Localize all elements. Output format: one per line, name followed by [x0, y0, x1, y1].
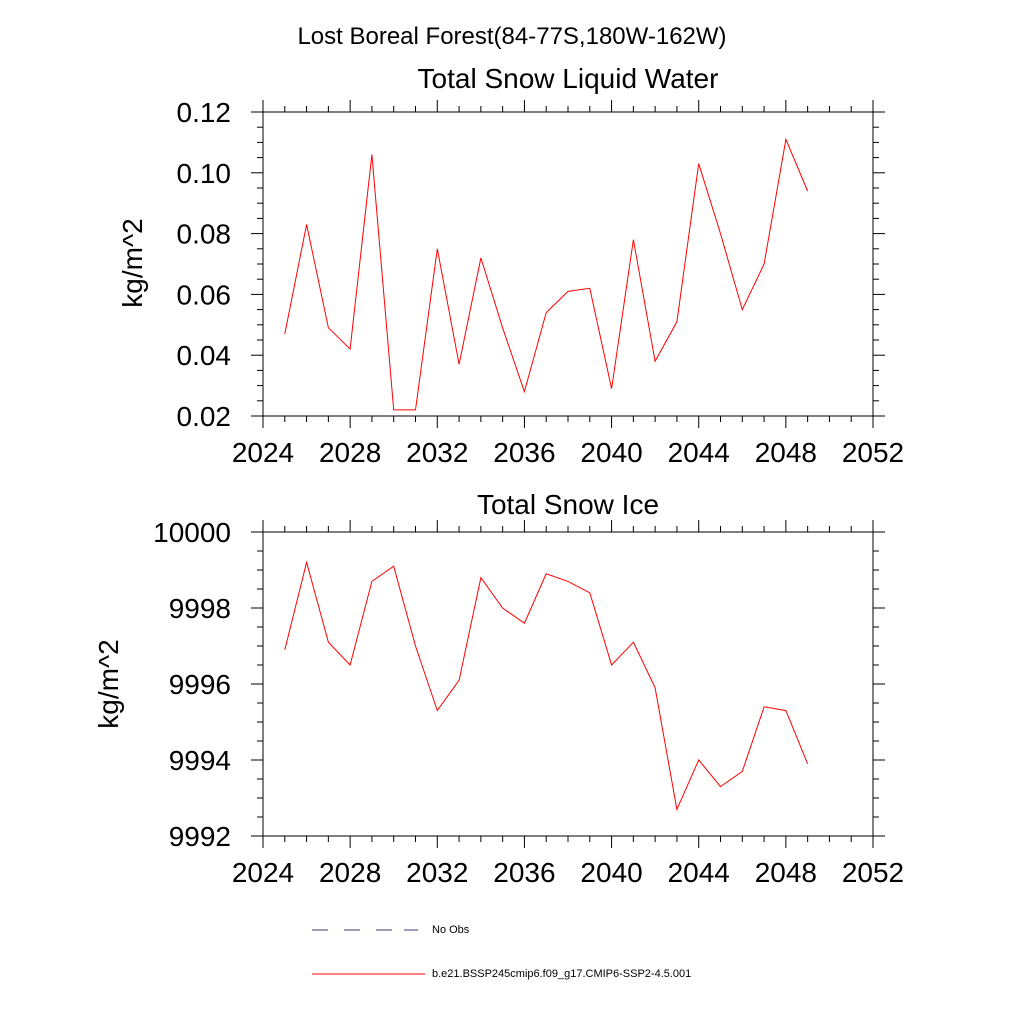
x-tick-label: 2024 — [232, 857, 294, 888]
x-tick-label: 2048 — [755, 437, 817, 468]
x-tick-label: 2032 — [406, 437, 468, 468]
x-tick-label: 2052 — [842, 857, 904, 888]
panel-title: Total Snow Liquid Water — [418, 63, 719, 94]
series-line — [284, 137, 809, 411]
plot-frame — [262, 111, 874, 417]
y-tick-label: 0.08 — [177, 219, 232, 250]
y-tick-label: 9992 — [169, 821, 231, 852]
panel-snow-ice: Total Snow Ice kg/m^2 2024 2028 2032 2036 20… — [93, 489, 904, 888]
x-tick-label: 2028 — [319, 437, 381, 468]
x-tick-label: 2040 — [580, 437, 642, 468]
y-tick-label: 10000 — [153, 517, 231, 548]
plot-frame — [262, 531, 874, 837]
figure-title: Lost Boreal Forest(84-77S,180W-162W) — [297, 23, 726, 50]
y-tick-label: 9994 — [169, 745, 231, 776]
series-line — [284, 560, 809, 812]
y-tick-label: 0.12 — [177, 97, 232, 128]
x-tick-label: 2048 — [755, 857, 817, 888]
x-tick-label: 2044 — [668, 857, 730, 888]
x-tick-label: 2036 — [493, 857, 555, 888]
y-tick-label: 0.02 — [177, 401, 232, 432]
y-tick-label: 0.06 — [177, 279, 232, 310]
y-axis-label: kg/m^2 — [93, 639, 124, 728]
legend: No Obs b.e21.BSSP245cmip6.f09_g17.CMIP6-… — [312, 924, 691, 980]
y-tick-label: 9996 — [169, 669, 231, 700]
panel-snow-liquid-water: Total Snow Liquid Water kg/m^2 2024 2028 2… — [117, 63, 904, 468]
x-tick-label: 2028 — [319, 857, 381, 888]
y-tick-label: 0.04 — [177, 340, 232, 371]
legend-label: b.e21.BSSP245cmip6.f09_g17.CMIP6-SSP2-4.… — [432, 968, 691, 980]
x-tick-label: 2024 — [232, 437, 294, 468]
x-tick-label: 2040 — [580, 857, 642, 888]
x-tick-label: 2032 — [406, 857, 468, 888]
x-tick-label: 2036 — [493, 437, 555, 468]
legend-label: No Obs — [432, 924, 470, 936]
y-axis-label: kg/m^2 — [117, 218, 148, 307]
y-tick-label: 0.10 — [177, 158, 232, 189]
x-tick-label: 2044 — [668, 437, 730, 468]
panel-title: Total Snow Ice — [477, 489, 659, 520]
x-tick-label: 2052 — [842, 437, 904, 468]
y-tick-label: 9998 — [169, 593, 231, 624]
